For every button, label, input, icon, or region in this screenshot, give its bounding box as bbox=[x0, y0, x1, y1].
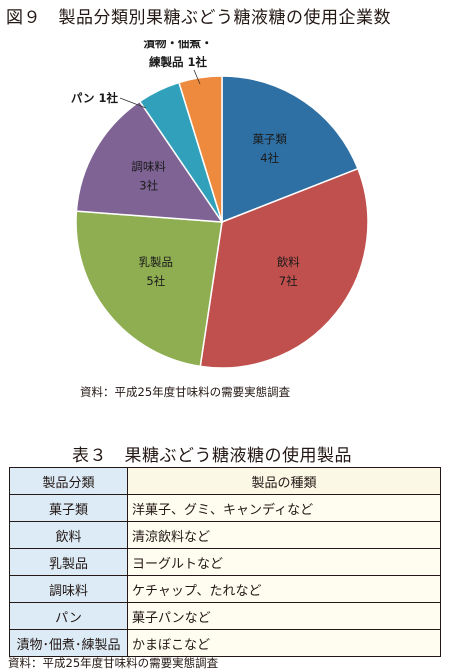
table-cell-category: 乳製品 bbox=[9, 548, 128, 576]
slice-label-0-1: 4社 bbox=[260, 151, 279, 165]
table-cell-products: ヨーグルトなど bbox=[127, 548, 441, 576]
table-row: 漬物･佃煮･練製品 かまぼこなど bbox=[9, 629, 441, 657]
table-title: 表３ 果糖ぶどう糖液糖の使用製品 bbox=[72, 446, 352, 466]
slice-label-5-0: 漬物・佃煮・ bbox=[144, 40, 213, 50]
slice-label-3-0: 調味料 bbox=[131, 160, 166, 174]
table-row: 調味料 ケチャップ、たれなど bbox=[9, 575, 441, 603]
slice-label-5-1: 練製品 1社 bbox=[149, 55, 208, 69]
products-table: 製品分類 製品の種類 菓子類 洋菓子、グミ、キャンディなど 飲料 清涼飲料など … bbox=[9, 467, 441, 657]
figure-title: 図９ 製品分類別果糖ぶどう糖液糖の使用企業数 bbox=[6, 8, 391, 28]
table-cell-products: かまぼこなど bbox=[127, 629, 441, 657]
slice-label-2-0: 乳製品 bbox=[139, 255, 174, 269]
slice-label-3-1: 3社 bbox=[139, 179, 158, 193]
table-cell-products: 清涼飲料など bbox=[127, 521, 441, 549]
table-cell-products: ケチャップ、たれなど bbox=[127, 575, 441, 603]
slice-label-0-0: 菓子類 bbox=[252, 132, 287, 146]
table-header-row: 製品分類 製品の種類 bbox=[9, 467, 441, 495]
table-cell-category: 漬物･佃煮･練製品 bbox=[9, 629, 128, 657]
table-cell-category: 飲料 bbox=[9, 521, 128, 549]
table-row: パン 菓子パンなど bbox=[9, 602, 441, 630]
figure-source-note: 資料：平成25年度甘味料の需要実態調査 bbox=[80, 385, 291, 399]
slice-label-1-0: 飲料 bbox=[277, 255, 300, 269]
table-source-note: 資料：平成25年度甘味料の需要実態調査 bbox=[8, 656, 219, 670]
slice-label-4-0: パン 1社 bbox=[71, 91, 119, 105]
table-cell-category: パン bbox=[9, 602, 128, 630]
header-product-types: 製品の種類 bbox=[127, 467, 441, 495]
pie-slice-0 bbox=[221, 75, 359, 224]
table-row: 菓子類 洋菓子、グミ、キャンディなど bbox=[9, 494, 441, 522]
pie-slice-5 bbox=[178, 75, 223, 223]
table-row: 乳製品 ヨーグルトなど bbox=[9, 548, 441, 576]
leader-line-5 bbox=[193, 69, 201, 85]
slice-label-2-1: 5社 bbox=[146, 274, 165, 288]
header-category: 製品分類 bbox=[9, 467, 128, 495]
leader-line-4 bbox=[119, 97, 147, 109]
table-cell-category: 調味料 bbox=[9, 575, 128, 603]
slice-label-1-1: 7社 bbox=[279, 274, 298, 288]
table-cell-products: 洋菓子、グミ、キャンディなど bbox=[127, 494, 441, 522]
pie-slice-3 bbox=[75, 100, 224, 223]
pie-slice-2 bbox=[75, 210, 223, 368]
table-cell-category: 菓子類 bbox=[9, 494, 128, 522]
table-cell-products: 菓子パンなど bbox=[127, 602, 441, 630]
pie-slice-1 bbox=[199, 167, 369, 369]
table-row: 飲料 清涼飲料など bbox=[9, 521, 441, 549]
